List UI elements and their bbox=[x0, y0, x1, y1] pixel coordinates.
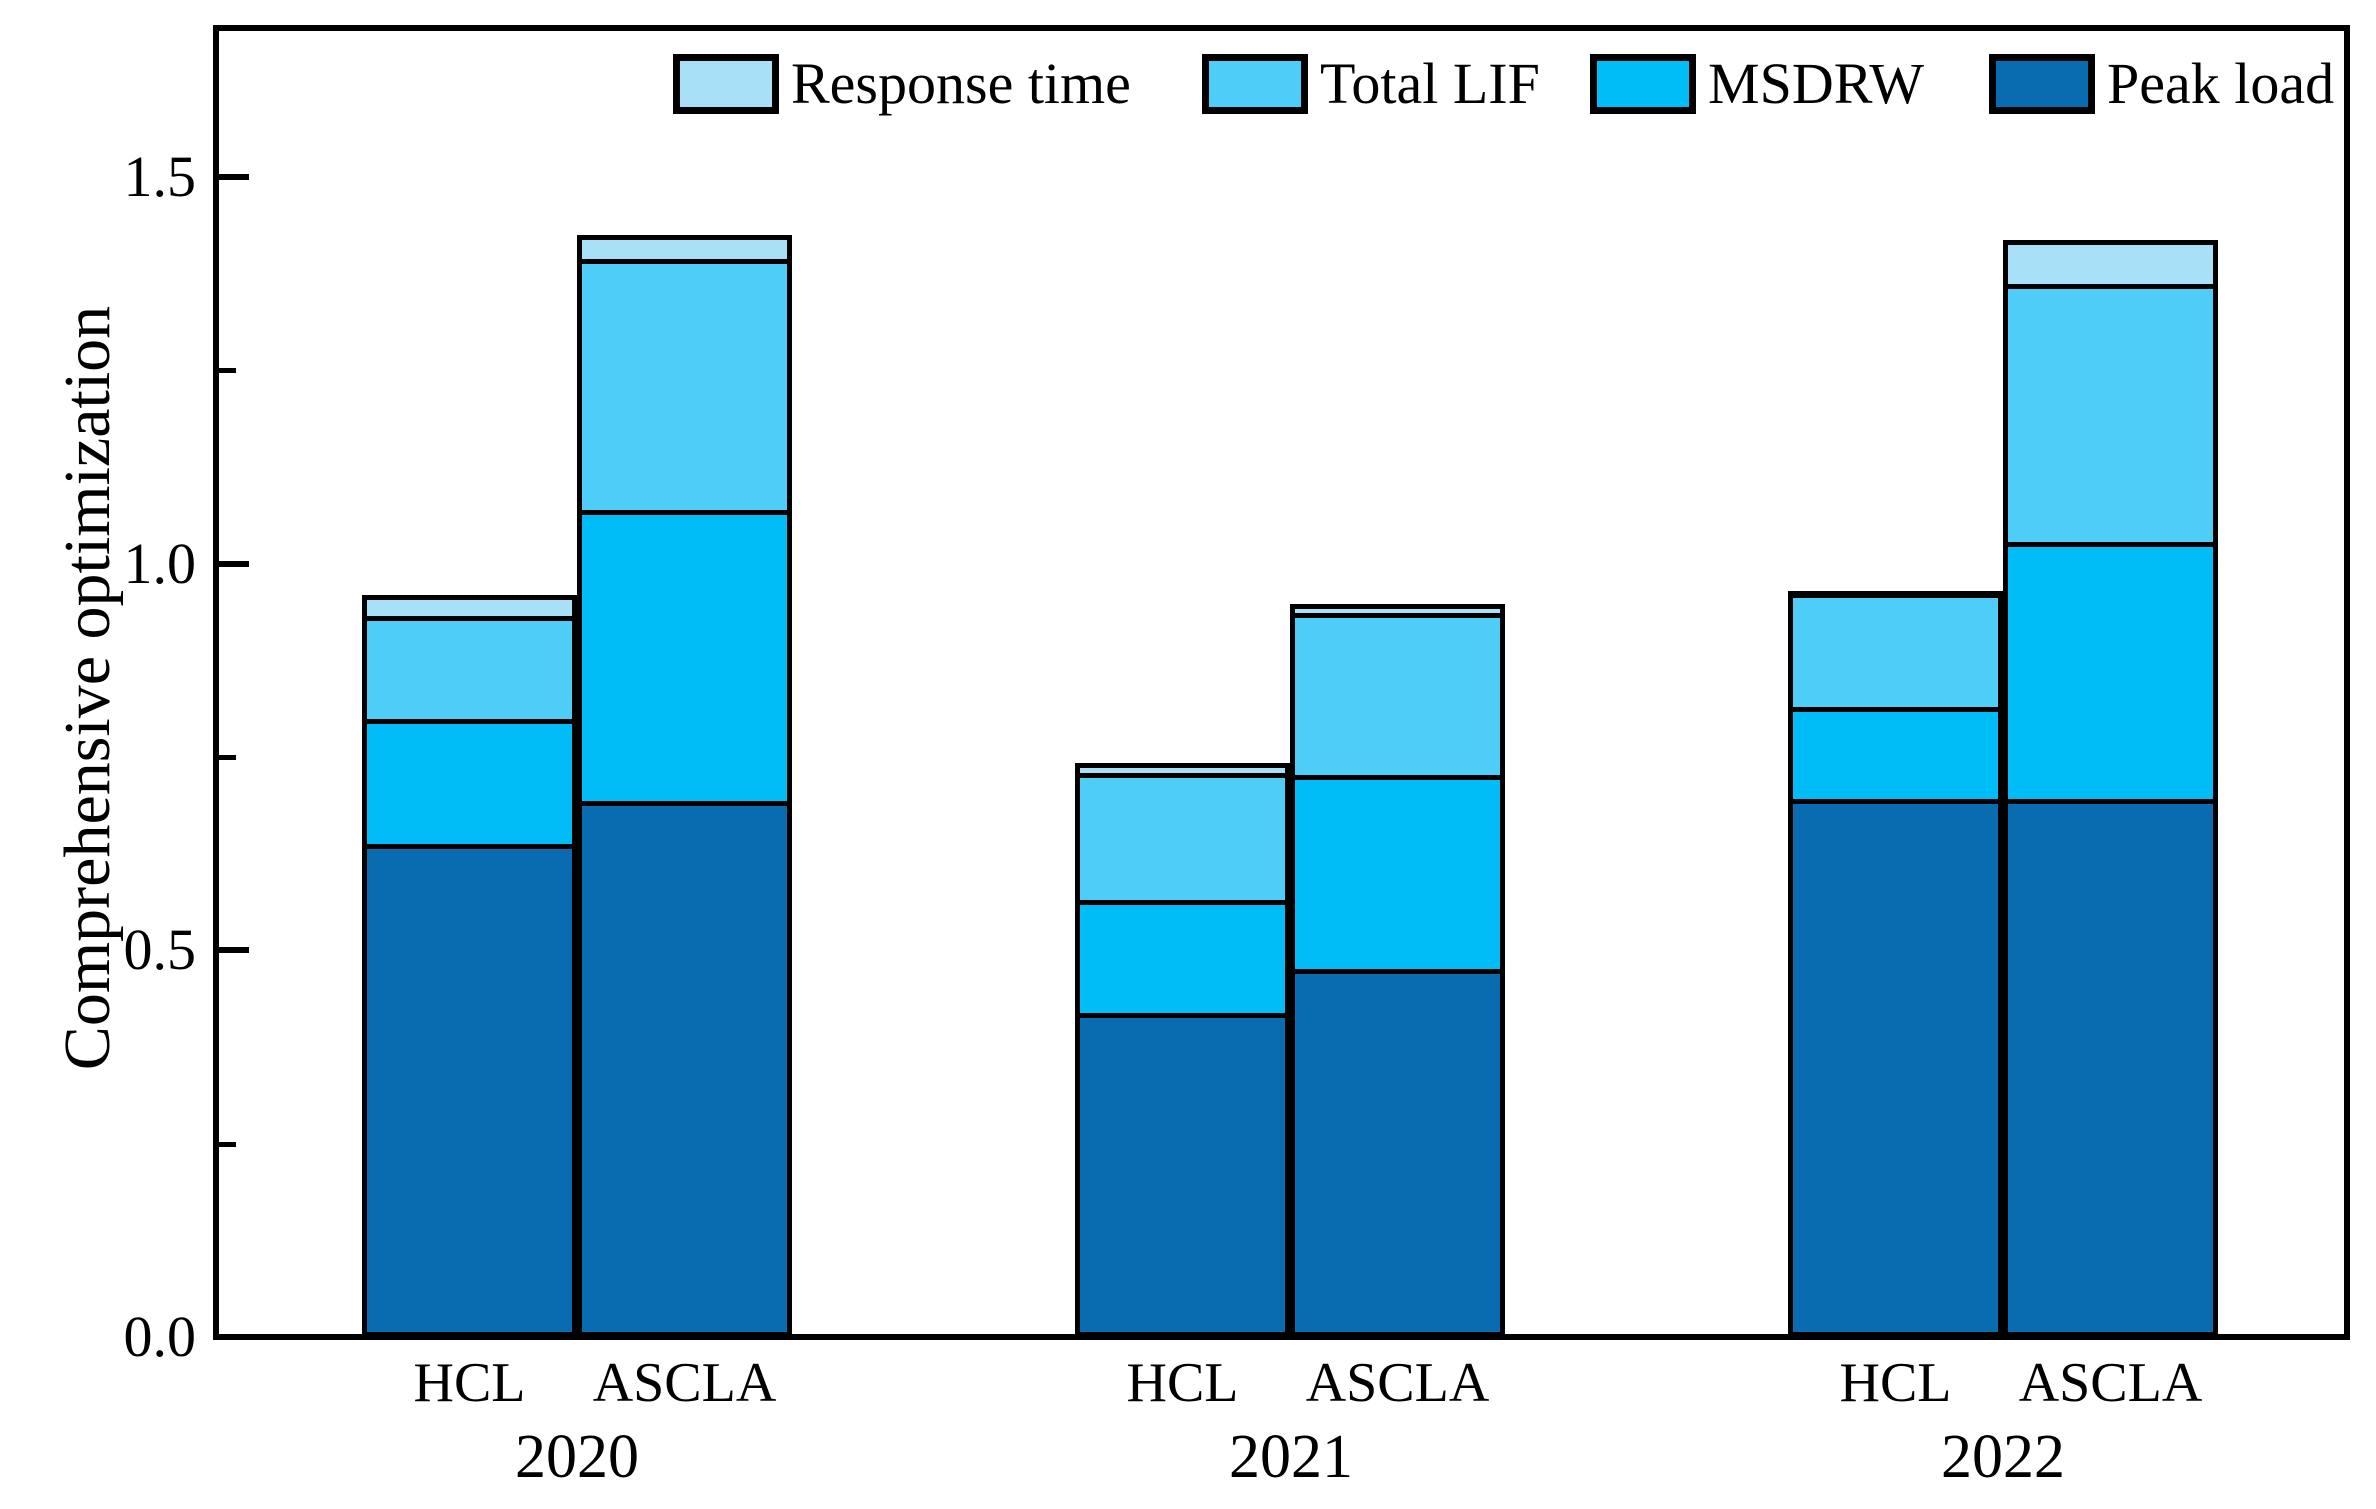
legend-label-peak-load: Peak load bbox=[2107, 51, 2335, 116]
bar-segment-2020-hcl-msdrw bbox=[362, 721, 577, 846]
bar-segment-2021-hcl-msdrw bbox=[1075, 902, 1290, 1015]
legend-label-total-lif: Total LIF bbox=[1320, 51, 1540, 116]
bar-outline-2020-hcl bbox=[362, 595, 577, 1337]
bar-segment-2022-ascla-msdrw bbox=[2003, 544, 2218, 801]
bar-outline-2022-ascla bbox=[2003, 240, 2218, 1337]
y-major-tick-0.0 bbox=[219, 1334, 249, 1340]
bar-separator-2020-ascla-total-lif bbox=[577, 259, 792, 264]
bar-segment-2020-hcl-peak-load bbox=[362, 846, 577, 1337]
y-minor-tick-1.25 bbox=[219, 368, 236, 373]
x-label-2022-hcl: HCL bbox=[1839, 1352, 1952, 1414]
bar-separator-2021-hcl-total-lif bbox=[1075, 773, 1290, 778]
y-tick-label-1.5: 1.5 bbox=[123, 144, 197, 209]
bar-segment-2020-hcl-response-time bbox=[362, 595, 577, 618]
group-label-2020: 2020 bbox=[515, 1423, 639, 1491]
legend-swatch-response-time bbox=[673, 54, 779, 114]
bar-separator-2022-hcl-msdrw bbox=[1788, 707, 2003, 712]
y-tick-label-1.0: 1.0 bbox=[123, 531, 197, 596]
bar-separator-2020-hcl-peak-load bbox=[362, 844, 577, 849]
group-label-2022: 2022 bbox=[1941, 1423, 2065, 1491]
legend-swatch-peak-load bbox=[1989, 54, 2095, 114]
bar-separator-2022-ascla-peak-load bbox=[2003, 799, 2218, 804]
bar-separator-2021-ascla-peak-load bbox=[1290, 969, 1505, 974]
y-tick-label-0.0: 0.0 bbox=[123, 1304, 197, 1369]
bar-segment-2020-hcl-total-lif bbox=[362, 618, 577, 721]
bar-segment-2020-ascla-total-lif bbox=[577, 261, 792, 512]
bar-segment-2021-ascla-total-lif bbox=[1290, 615, 1505, 777]
y-minor-tick-0.75 bbox=[219, 755, 236, 760]
legend-swatch-total-lif bbox=[1202, 54, 1308, 114]
bar-segment-2022-ascla-peak-load bbox=[2003, 801, 2218, 1337]
bar-segment-2022-hcl-peak-load bbox=[1788, 801, 2003, 1337]
bar-segment-2020-ascla-msdrw bbox=[577, 512, 792, 803]
bar-separator-2020-ascla-peak-load bbox=[577, 801, 792, 806]
legend-label-response-time: Response time bbox=[791, 51, 1131, 116]
group-label-2021: 2021 bbox=[1229, 1423, 1353, 1491]
bar-segment-2022-hcl-total-lif bbox=[1788, 595, 2003, 709]
y-axis-title: Comprehensive optimization bbox=[51, 305, 124, 1071]
x-label-2021-hcl: HCL bbox=[1126, 1352, 1239, 1414]
bar-segment-2020-ascla-peak-load bbox=[577, 803, 792, 1337]
y-major-tick-1.5 bbox=[219, 174, 249, 180]
bar-separator-2022-ascla-msdrw bbox=[2003, 542, 2218, 547]
bar-outline-2022-hcl bbox=[1788, 591, 2003, 1337]
x-label-2022-ascla: ASCLA bbox=[2018, 1352, 2203, 1414]
y-major-tick-1.0 bbox=[219, 561, 249, 567]
legend-label-msdrw: MSDRW bbox=[1708, 51, 1924, 116]
bar-segment-2022-ascla-total-lif bbox=[2003, 286, 2218, 544]
bar-separator-2021-hcl-msdrw bbox=[1075, 900, 1290, 905]
bar-outline-2021-hcl bbox=[1075, 763, 1290, 1337]
x-label-2020-ascla: ASCLA bbox=[592, 1352, 777, 1414]
y-minor-tick-0.25 bbox=[219, 1142, 236, 1147]
x-label-2020-hcl: HCL bbox=[413, 1352, 526, 1414]
bar-separator-2021-ascla-msdrw bbox=[1290, 775, 1505, 780]
bar-separator-2022-hcl-total-lif bbox=[1788, 593, 2003, 598]
bar-separator-2022-hcl-peak-load bbox=[1788, 799, 2003, 804]
bar-segment-2021-ascla-response-time bbox=[1290, 604, 1505, 615]
bar-segment-2021-hcl-total-lif bbox=[1075, 775, 1290, 902]
bar-separator-2021-hcl-peak-load bbox=[1075, 1013, 1290, 1018]
bar-separator-2020-hcl-total-lif bbox=[362, 616, 577, 621]
bar-segment-2022-ascla-response-time bbox=[2003, 240, 2218, 286]
bar-segment-2021-hcl-peak-load bbox=[1075, 1015, 1290, 1337]
bar-segment-2021-ascla-msdrw bbox=[1290, 777, 1505, 971]
bar-segment-2022-hcl-msdrw bbox=[1788, 709, 2003, 801]
legend-swatch-msdrw bbox=[1590, 54, 1696, 114]
bar-separator-2020-hcl-msdrw bbox=[362, 719, 577, 724]
x-label-2021-ascla: ASCLA bbox=[1305, 1352, 1490, 1414]
bar-outline-2020-ascla bbox=[577, 235, 792, 1337]
y-major-tick-0.5 bbox=[219, 947, 249, 953]
bar-separator-2022-ascla-total-lif bbox=[2003, 284, 2218, 289]
bar-separator-2021-ascla-total-lif bbox=[1290, 613, 1505, 618]
bar-separator-2020-ascla-msdrw bbox=[577, 510, 792, 515]
bar-segment-2021-ascla-peak-load bbox=[1290, 971, 1505, 1337]
y-tick-label-0.5: 0.5 bbox=[123, 917, 197, 982]
